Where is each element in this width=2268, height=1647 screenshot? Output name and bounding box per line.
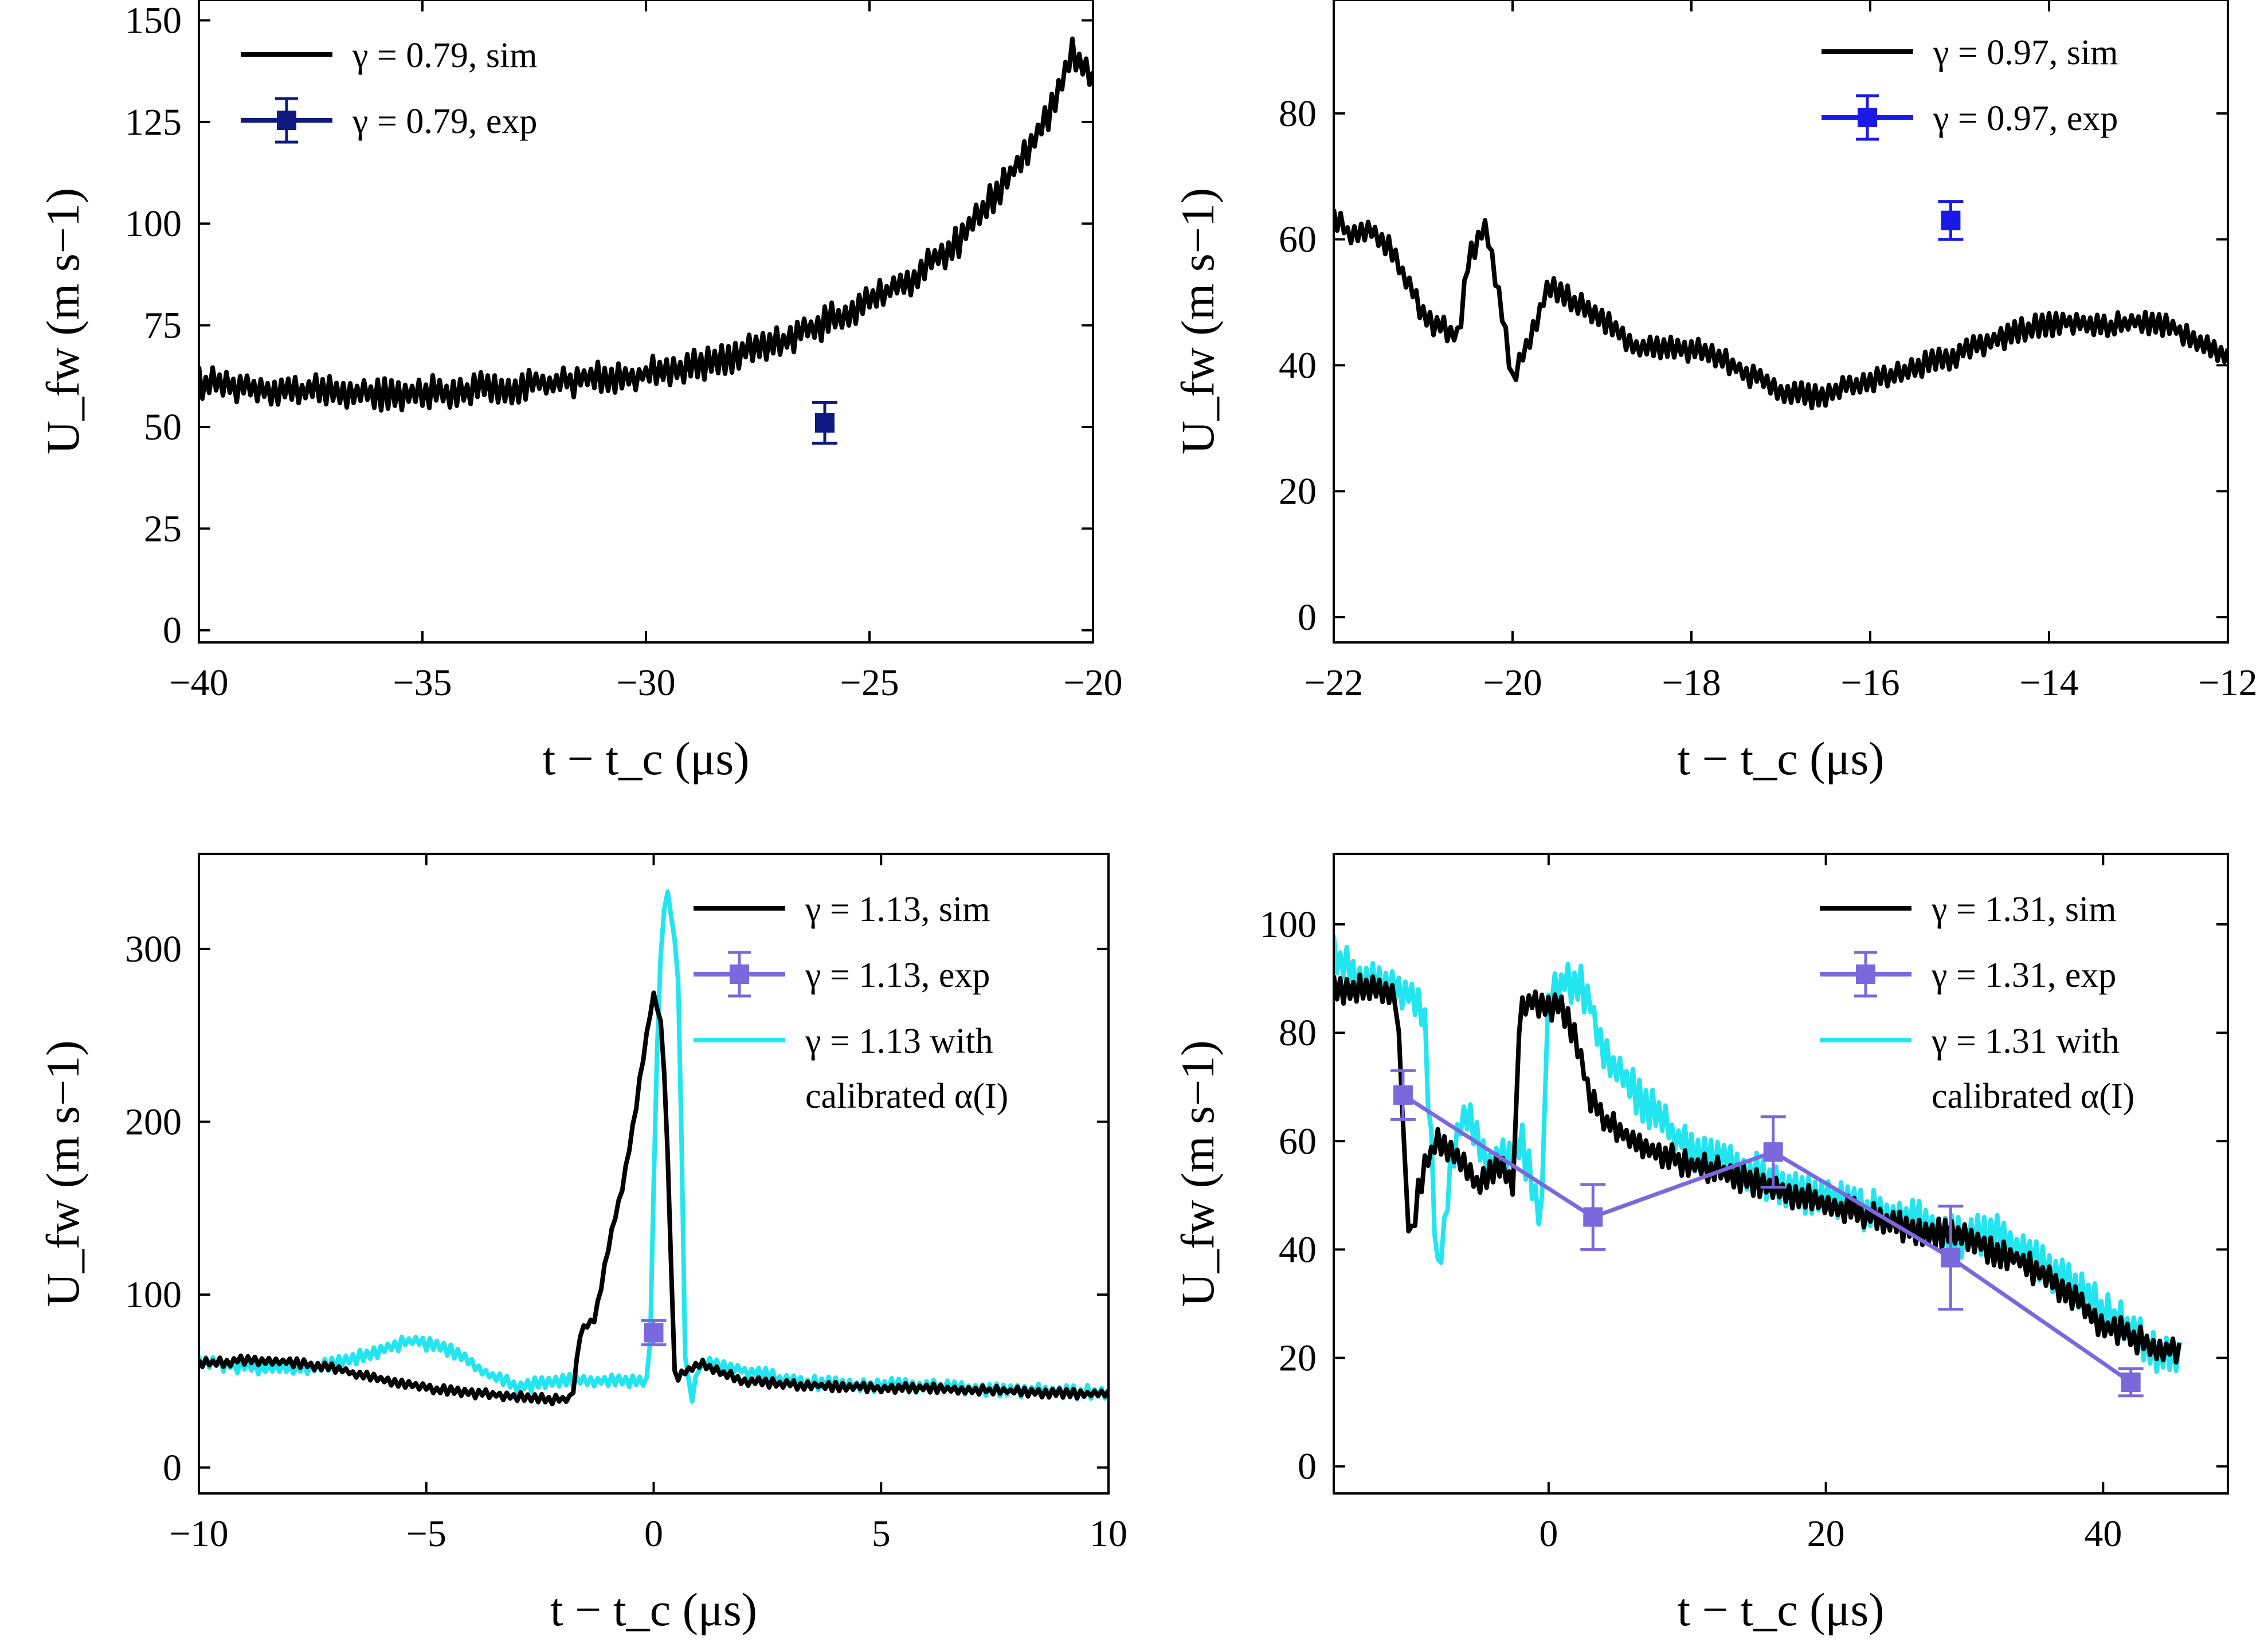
x-tick-label: 0: [644, 1513, 663, 1555]
legend-entry: γ = 1.31, exp: [1820, 951, 2116, 998]
chart-panel-top-right: −22 −20 −18 −16 −14 −12 0 20 40 60 80 t − t_c (μs) U…: [1172, 0, 2258, 785]
x-tick-label: −20: [1063, 662, 1122, 704]
legend: γ = 0.97, sim γ = 0.97, exp: [1822, 33, 2118, 141]
data-point: [1760, 1115, 1786, 1189]
x-tick-label: −18: [1662, 662, 1721, 704]
series-line: [199, 990, 1108, 1407]
series-line: [1334, 209, 2228, 410]
x-tick-label: −40: [169, 662, 228, 704]
y-tick-label: 0: [163, 1447, 182, 1489]
y-tick-label: 0: [163, 610, 182, 652]
legend-label: γ = 1.13, sim: [805, 890, 990, 929]
legend-label: γ = 0.97, sim: [1933, 33, 2118, 72]
legend: γ = 1.13, sim γ = 1.13, exp γ = 1.13 with c…: [694, 890, 1008, 1116]
x-tick-label: 20: [1807, 1513, 1845, 1555]
y-tick-label: 50: [144, 406, 182, 448]
legend-label: γ = 0.79, exp: [352, 102, 537, 141]
x-tick-label: 5: [872, 1513, 891, 1555]
legend: γ = 1.31, sim γ = 1.31, exp γ = 1.31 with c…: [1820, 890, 2134, 1116]
x-axis-label: t − t_c (μs): [1677, 1583, 1884, 1636]
legend-entry: γ = 1.13, sim: [694, 890, 990, 929]
x-tick-label: −12: [2198, 662, 2257, 704]
plot-frame: [198, 0, 1094, 644]
x-tick-label: 10: [1090, 1513, 1127, 1555]
legend-entry: γ = 1.13 with calibrated α(I): [694, 1022, 1008, 1116]
legend-entry: γ = 0.97, exp: [1822, 94, 2118, 141]
series-line: [199, 36, 1093, 413]
y-tick-label: 100: [1260, 904, 1317, 946]
legend-entry: γ = 1.13, exp: [694, 951, 990, 998]
y-tick-label: 0: [1298, 1446, 1317, 1488]
data-point: [1938, 200, 1964, 241]
x-tick-label: −25: [840, 662, 899, 704]
y-tick-label: 300: [125, 928, 182, 970]
plot-frame: [1333, 853, 2229, 1495]
legend-label: γ = 0.97, exp: [1933, 99, 2118, 138]
series-line: [1334, 935, 2182, 1374]
y-axis-label: U_fw (m s−1): [1172, 188, 1224, 454]
y-tick-label: 125: [125, 101, 182, 143]
plot-frame: [1333, 0, 2229, 644]
legend-entry: γ = 1.31, sim: [1820, 890, 2116, 929]
legend-entry: γ = 1.31 with calibrated α(I): [1820, 1022, 2134, 1116]
y-tick-label: 75: [144, 305, 182, 347]
legend-label: γ = 1.31, sim: [1931, 890, 2116, 929]
x-axis-label: t − t_c (μs): [550, 1583, 757, 1636]
y-axis-label: U_fw (m s−1): [37, 1040, 89, 1307]
data-point: [641, 1319, 667, 1347]
chart-panel-top-left: −40 −35 −30 −25 −20 0 25 50 75 100 125 150 t − t_c (…: [37, 0, 1123, 785]
x-tick-label: 0: [1539, 1513, 1558, 1555]
legend-label: γ = 1.13, exp: [805, 956, 990, 995]
legend-label: γ = 1.31, exp: [1931, 956, 2116, 995]
x-tick-label: −20: [1483, 662, 1542, 704]
y-tick-label: 60: [1279, 1120, 1317, 1162]
x-tick-label: −14: [2019, 662, 2078, 704]
y-tick-label: 40: [1279, 1229, 1317, 1270]
y-tick-label: 25: [144, 508, 182, 550]
x-tick-label: −5: [406, 1513, 446, 1555]
data-point: [1938, 1205, 1964, 1311]
legend-label: γ = 1.13 with calibrated α(I): [805, 1022, 1008, 1116]
x-axis-label: t − t_c (μs): [542, 732, 749, 785]
series-line: [1334, 972, 2182, 1365]
x-tick-label: −22: [1304, 662, 1363, 704]
data-point: [812, 401, 837, 445]
legend-label: γ = 0.79, sim: [352, 36, 537, 75]
y-tick-label: 200: [125, 1101, 182, 1143]
x-tick-label: −10: [169, 1513, 228, 1555]
y-tick-label: 40: [1279, 344, 1317, 386]
legend: γ = 0.79, sim γ = 0.79, exp: [241, 36, 537, 144]
data-point: [1390, 1069, 1416, 1121]
x-tick-label: −35: [393, 662, 452, 704]
y-tick-label: 20: [1279, 470, 1317, 512]
legend-entry: γ = 0.79, exp: [241, 97, 537, 144]
y-tick-label: 0: [1298, 597, 1317, 638]
chart-panel-bottom-right: 0 20 40 0 20 40 60 80 100 t − t_c (μs) U_fw (m s−1…: [1172, 853, 2229, 1636]
x-tick-label: 40: [2084, 1513, 2122, 1555]
y-tick-label: 20: [1279, 1338, 1317, 1379]
y-axis-label: U_fw (m s−1): [1172, 1040, 1224, 1307]
y-tick-label: 80: [1279, 1012, 1317, 1054]
x-tick-label: −16: [1840, 662, 1899, 704]
data-point: [1580, 1183, 1606, 1251]
legend-entry: γ = 0.79, sim: [241, 36, 537, 75]
y-tick-label: 100: [125, 203, 182, 245]
y-tick-label: 80: [1279, 93, 1317, 135]
y-tick-label: 100: [125, 1274, 182, 1316]
x-tick-label: −30: [616, 662, 675, 704]
y-axis-label: U_fw (m s−1): [37, 188, 89, 454]
legend-label: γ = 1.31 with calibrated α(I): [1931, 1022, 2134, 1116]
y-tick-label: 150: [125, 0, 182, 41]
x-axis-label: t − t_c (μs): [1677, 732, 1884, 785]
data-point: [2118, 1367, 2144, 1398]
y-tick-label: 60: [1279, 219, 1317, 261]
legend-entry: γ = 0.97, sim: [1822, 33, 2118, 72]
